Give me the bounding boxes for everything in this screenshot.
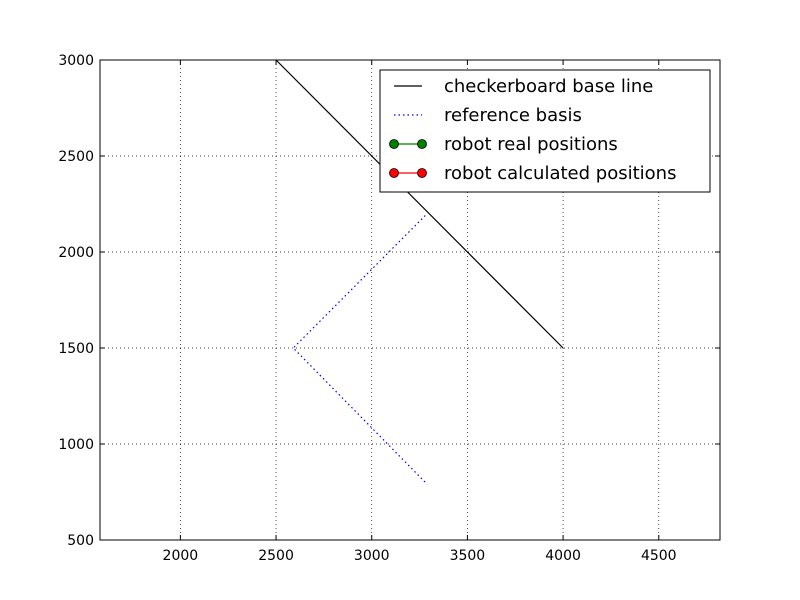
legend-label: reference basis [444, 105, 582, 126]
axis-ticks: 2000 2500 3000 3500 4000 4500 500 1000 1500 2000 2… [58, 53, 720, 564]
x-tick-label: 4500 [641, 548, 677, 564]
y-tick-label: 2500 [58, 149, 94, 165]
y-tick-label: 1000 [58, 437, 94, 453]
y-tick-label: 1500 [58, 341, 94, 357]
y-tick-label: 3000 [58, 53, 94, 69]
legend-marker [417, 139, 427, 149]
legend-marker [389, 139, 399, 149]
legend-box [379, 69, 711, 193]
y-tick-label: 2000 [58, 245, 94, 261]
series-line-0 [275, 59, 564, 349]
legend: checkerboard base line reference basis rob… [379, 69, 711, 193]
legend-marker [417, 168, 427, 178]
x-tick-label: 2000 [163, 548, 199, 564]
x-tick-label: 4000 [545, 548, 581, 564]
plot-frame [99, 59, 721, 541]
x-tick-label: 3500 [450, 548, 486, 564]
x-tick-label: 3000 [354, 548, 390, 564]
series-layer [275, 59, 564, 485]
legend-label: robot real positions [444, 134, 618, 155]
legend-label: checkerboard base line [444, 76, 653, 97]
legend-label: robot calculated positions [444, 163, 676, 184]
y-tick-label: 500 [67, 533, 94, 549]
legend-marker [389, 168, 399, 178]
x-tick-label: 2500 [258, 548, 294, 564]
